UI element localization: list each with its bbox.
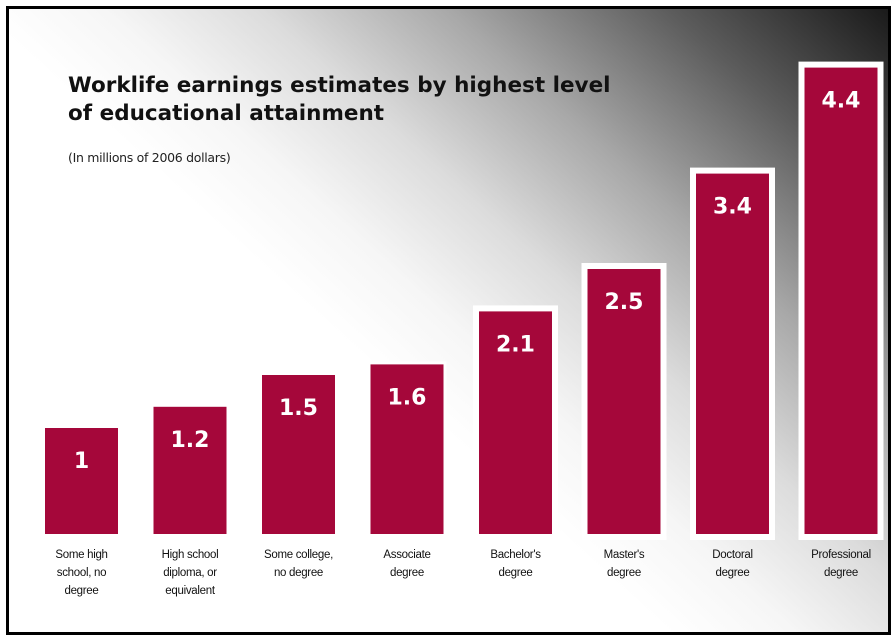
category-label: Bachelor's [490, 549, 541, 561]
bar [696, 173, 769, 534]
bar-value-label: 1 [74, 449, 89, 474]
category-label: school, no [57, 567, 106, 579]
category-label: degree [64, 585, 98, 597]
bar-value-label: 3.4 [713, 195, 752, 220]
bar [587, 269, 661, 534]
bar [262, 375, 335, 534]
category-label: degree [498, 567, 532, 579]
category-label: degree [715, 567, 749, 579]
bar-value-label: 2.5 [605, 290, 644, 315]
category-label: Master's [604, 549, 645, 561]
bar [370, 364, 444, 534]
bar [479, 311, 552, 534]
bar [45, 428, 118, 534]
category-label: equivalent [165, 585, 216, 597]
chart-subtitle: (In millions of 2006 dollars) [68, 150, 231, 165]
category-label: Some high [55, 549, 107, 561]
bar-value-label: 1.2 [171, 428, 210, 453]
bar-value-label: 1.6 [388, 385, 427, 410]
bar [804, 67, 878, 534]
category-label: Professional [811, 549, 871, 561]
category-label: no degree [274, 567, 323, 579]
category-label: degree [607, 567, 641, 579]
category-label: diploma, or [163, 567, 217, 579]
category-label: degree [390, 567, 424, 579]
category-label: Associate [383, 549, 430, 561]
chart-title: Worklife earnings estimates by highest l… [68, 73, 611, 126]
bar-value-label: 4.4 [822, 89, 861, 114]
category-label: Some college, [264, 549, 333, 561]
category-label: Doctoral [712, 549, 752, 561]
bar-value-label: 2.1 [496, 332, 535, 357]
bar-value-label: 1.5 [279, 396, 318, 421]
category-label: degree [824, 567, 858, 579]
category-label: High school [162, 549, 219, 561]
bar [153, 406, 227, 534]
